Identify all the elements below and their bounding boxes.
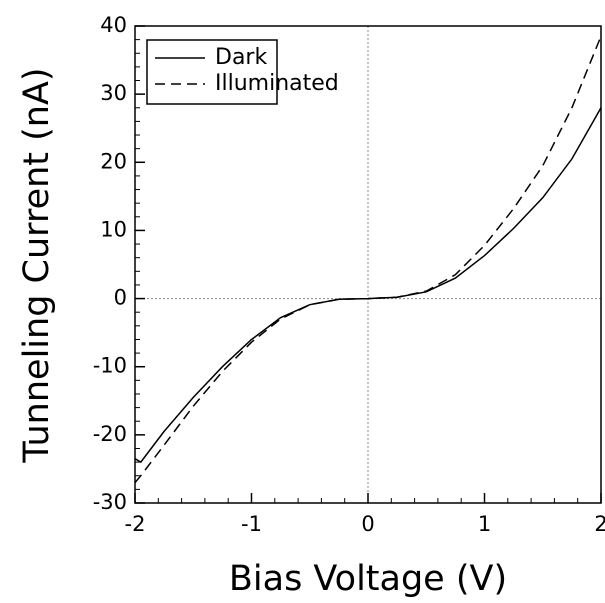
legend-label: Illuminated (215, 71, 339, 96)
y-tick-label: 20 (100, 149, 127, 173)
x-tick-label: 1 (478, 512, 491, 536)
y-axis-label: Tunneling Current (nA) (17, 67, 57, 463)
data-line (134, 107, 602, 464)
x-tick-label: -2 (125, 512, 146, 536)
legend-box (146, 39, 278, 105)
y-tick-label: -10 (93, 354, 127, 378)
y-tick-label: -20 (93, 422, 127, 446)
y-tick-label: 40 (100, 13, 127, 37)
x-tick-label: -1 (241, 512, 262, 536)
data-line (134, 35, 602, 484)
x-tick-label: 2 (594, 512, 605, 536)
y-tick-label: 0 (114, 286, 127, 310)
x-tick-label: 0 (361, 512, 374, 536)
y-tick-label: -30 (93, 490, 127, 514)
x-axis-label: Bias Voltage (V) (229, 559, 507, 599)
legend-label: Dark (215, 45, 267, 70)
y-tick-label: 10 (100, 217, 127, 241)
y-tick-label: 30 (100, 81, 127, 105)
